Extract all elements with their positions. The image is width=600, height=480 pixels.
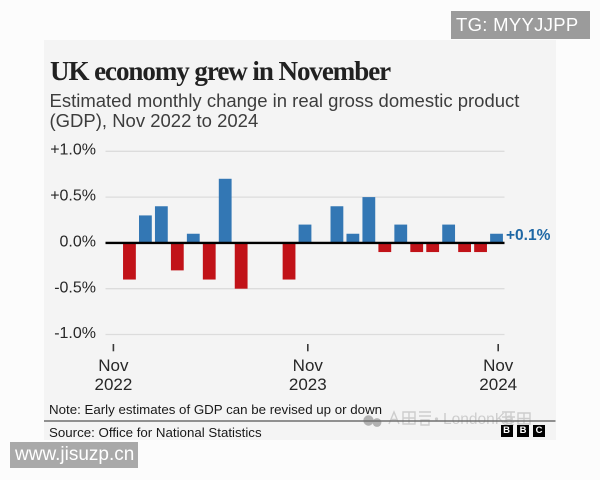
svg-text:+1.0%: +1.0% xyxy=(50,141,96,158)
svg-text:+0.1%: +0.1% xyxy=(506,227,551,244)
svg-text:Nov: Nov xyxy=(98,356,129,375)
svg-text:Nov: Nov xyxy=(293,356,324,375)
svg-text:Nov: Nov xyxy=(483,356,514,375)
svg-text:2023: 2023 xyxy=(289,375,327,394)
svg-text:2022: 2022 xyxy=(94,375,132,394)
svg-text:0.0%: 0.0% xyxy=(60,234,96,251)
svg-text:-0.5%: -0.5% xyxy=(54,279,96,296)
svg-text:-1.0%: -1.0% xyxy=(54,325,96,342)
svg-text:+0.5%: +0.5% xyxy=(50,188,96,205)
svg-text:2024: 2024 xyxy=(479,375,517,394)
svg-text:LondonKe: LondonKe xyxy=(443,411,514,428)
